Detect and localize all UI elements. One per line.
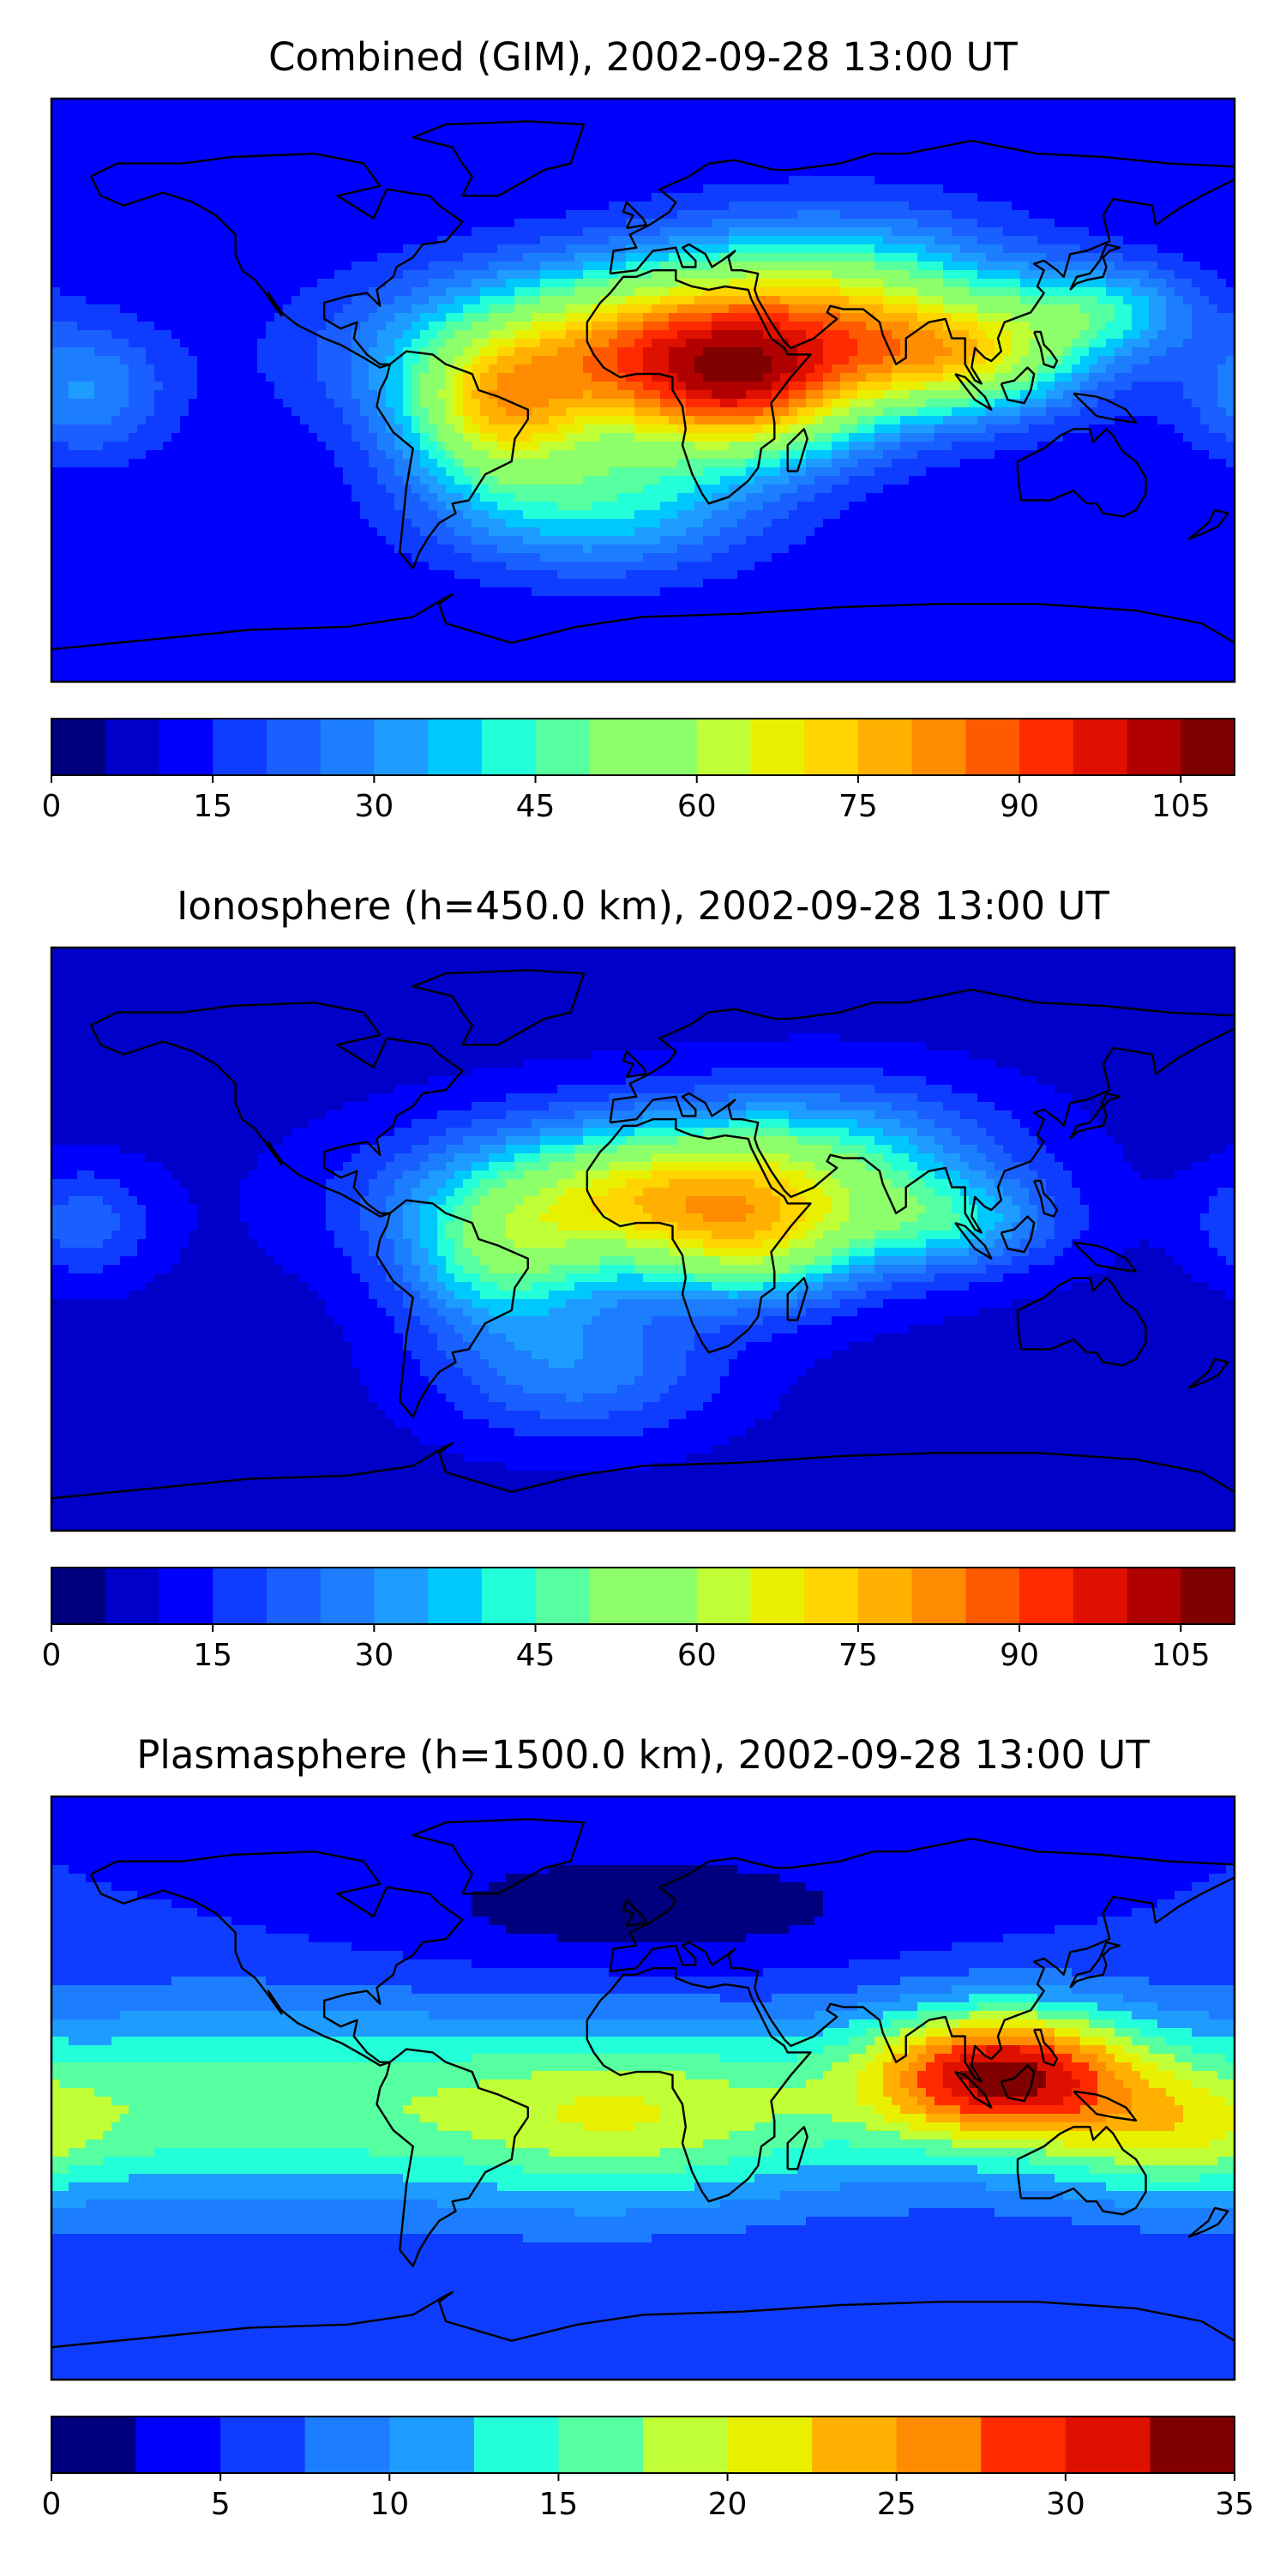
colorbar-tick-label: 15 [193, 789, 232, 824]
colorbar-tick-label: 0 [42, 1638, 62, 1673]
tec-contour-map [51, 99, 1235, 683]
colorbar-tick-label: 75 [838, 1638, 878, 1673]
colorbar-tick-label: 105 [1151, 1638, 1211, 1673]
colorbar-tick-label: 60 [677, 1638, 717, 1673]
colorbar-tick-label: 30 [1046, 2487, 1085, 2522]
colorbar-tick-label: 45 [516, 789, 556, 824]
colorbar-tick-label: 15 [193, 1638, 232, 1673]
colorbar-tick-label: 20 [708, 2487, 748, 2522]
panel-title: Plasmasphere (h=1500.0 km), 2002-09-28 1… [136, 1732, 1150, 1778]
colorbar-tick-label: 105 [1151, 789, 1211, 824]
panel-title: Combined (GIM), 2002-09-28 13:00 UT [268, 34, 1018, 80]
panel-title: Ionosphere (h=450.0 km), 2002-09-28 13:0… [177, 883, 1109, 929]
colorbar-tick-label: 45 [516, 1638, 556, 1673]
panel-ionosphere: Ionosphere (h=450.0 km), 2002-09-28 13:0… [42, 883, 1235, 1673]
colorbar-tick-label: 90 [1000, 1638, 1039, 1673]
colorbar-tick-label: 25 [877, 2487, 916, 2522]
panel-combined: Combined (GIM), 2002-09-28 13:00 UT 0 15 3… [42, 34, 1235, 824]
colorbar-tick-label: 0 [42, 789, 62, 824]
colorbar-tick-label: 90 [1000, 789, 1039, 824]
tec-contour-map [51, 948, 1235, 1532]
colorbar-tick-label: 30 [354, 1638, 394, 1673]
colorbar-tick-label: 30 [354, 789, 394, 824]
colorbar-tick-label: 15 [539, 2487, 579, 2522]
colorbar: 0 15 30 45 60 75 90 105 [42, 1568, 1235, 1673]
colorbar-tick-label: 0 [42, 2487, 62, 2522]
colorbar-tick-label: 10 [370, 2487, 409, 2522]
panel-plasmasphere: Plasmasphere (h=1500.0 km), 2002-09-28 1… [42, 1732, 1254, 2522]
tec-contour-map [51, 1797, 1235, 2380]
colorbar-tick-label: 60 [677, 789, 717, 824]
colorbar-tick-label: 35 [1215, 2487, 1254, 2522]
colorbar-tick-label: 5 [211, 2487, 231, 2522]
colorbar-tick-label: 75 [838, 789, 878, 824]
colorbar: 0 5 10 15 20 25 30 35 [42, 2417, 1254, 2522]
colorbar: 0 15 30 45 60 75 90 105 [42, 719, 1235, 824]
